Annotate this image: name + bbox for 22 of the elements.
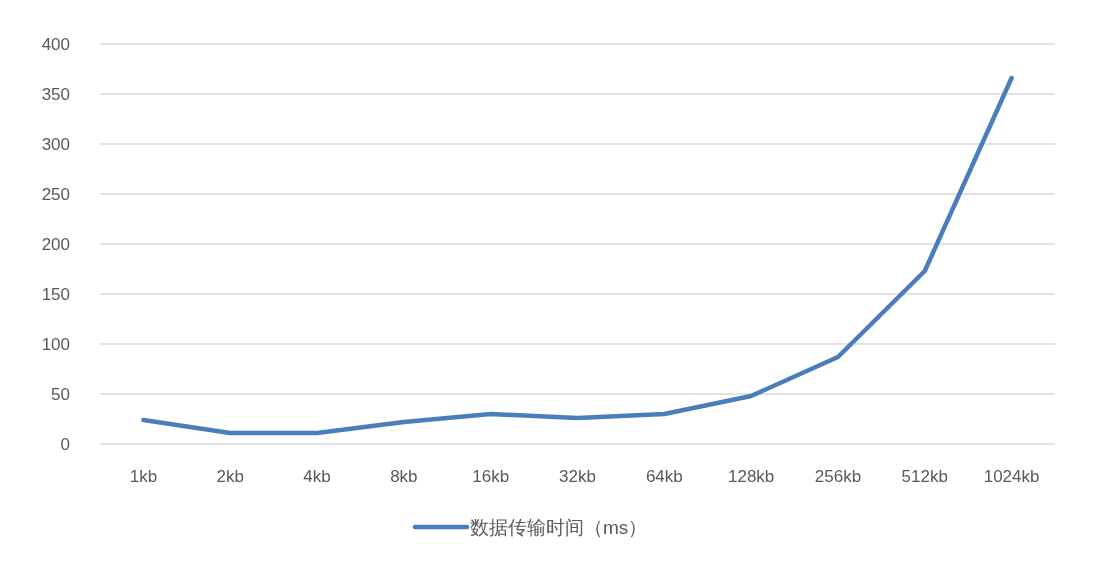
x-tick-label: 1kb (129, 467, 158, 486)
x-tick-label: 256kb (814, 467, 862, 486)
x-tick-label: 2kb (216, 467, 244, 486)
x-tick-label: 64kb (645, 467, 683, 486)
legend-label: 数据传输时间（ms） (470, 517, 648, 538)
y-tick-label: 400 (41, 35, 70, 54)
y-tick-label: 150 (41, 285, 70, 304)
line-series (141, 75, 1014, 436)
x-tick-label: 128kb (727, 467, 775, 486)
x-tick-label: 4kb (303, 467, 331, 486)
x-tick-label: 1024kb (983, 467, 1040, 486)
y-tick-label: 350 (41, 85, 70, 104)
x-tick-label: 512kb (901, 467, 948, 486)
x-tick-label: 32kb (559, 467, 596, 486)
y-tick-label: 50 (51, 385, 70, 404)
y-tick-label: 300 (41, 135, 70, 154)
y-tick-label: 0 (60, 435, 70, 454)
x-tick-label: 8kb (390, 467, 418, 486)
x-tick-label: 16kb (472, 467, 510, 486)
y-tick-label: 200 (41, 235, 70, 254)
y-tick-label: 250 (41, 185, 70, 204)
y-tick-label: 100 (41, 335, 70, 354)
